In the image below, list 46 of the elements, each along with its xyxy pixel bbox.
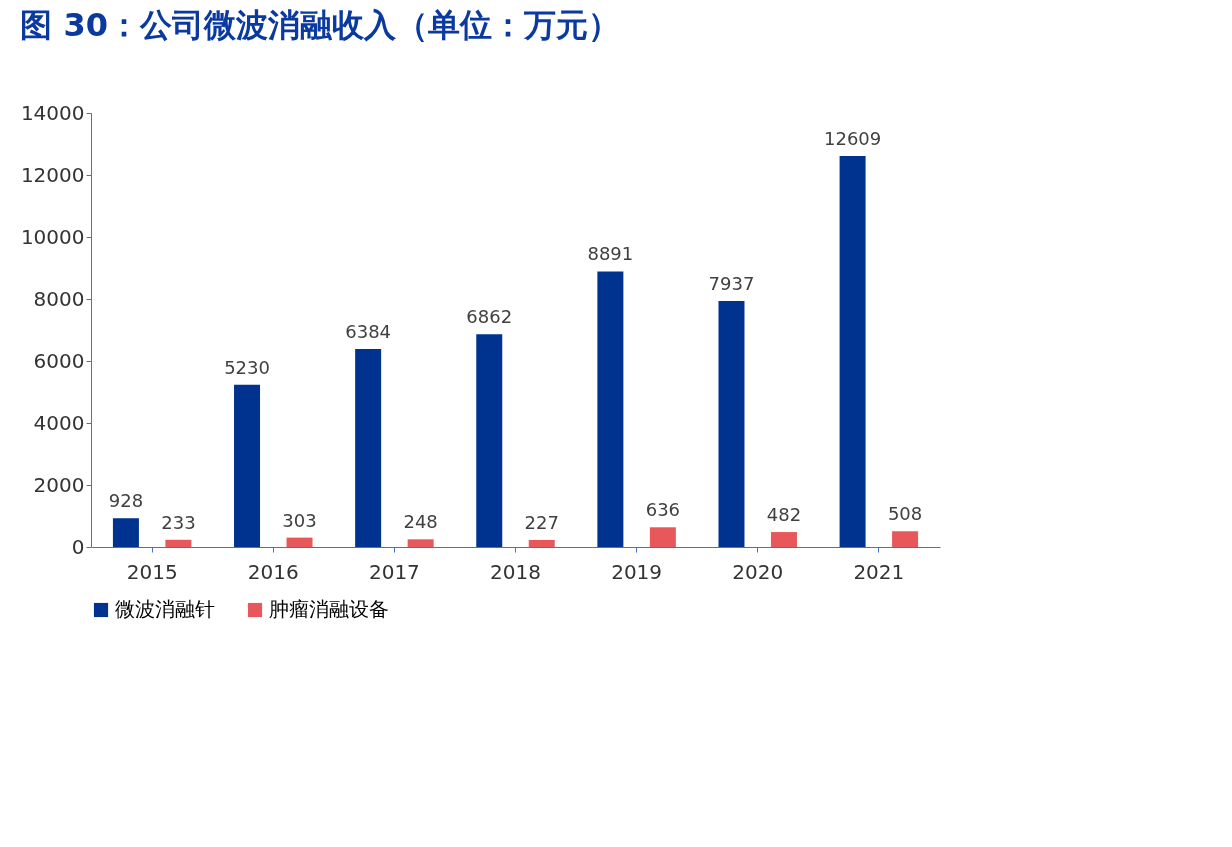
bar: [165, 539, 192, 547]
x-tick-label: 2018: [490, 559, 541, 584]
bar: [476, 334, 503, 547]
data-label: 508: [887, 503, 923, 525]
bar: [718, 300, 745, 547]
bar: [597, 271, 624, 547]
x-tick-label: 2019: [611, 559, 663, 584]
x-tick-label: 2021: [853, 559, 905, 584]
y-tick-label: 2000: [33, 472, 85, 497]
bar: [355, 349, 382, 547]
y-tick-label: 14000: [20, 100, 85, 125]
y-tick-label: 12000: [20, 162, 85, 187]
bar: [407, 539, 434, 547]
data-label: 7937: [708, 272, 755, 294]
x-tick-label: 2020: [732, 559, 784, 584]
bar: [112, 518, 139, 547]
bar: [528, 539, 555, 547]
legend-label: 肿瘤消融设备: [269, 597, 389, 621]
bar: [839, 156, 866, 547]
data-label: 6862: [466, 306, 513, 328]
data-label: 5230: [224, 356, 270, 378]
legend-label: 微波消融针: [115, 597, 215, 621]
bar: [286, 537, 313, 547]
data-label: 227: [524, 511, 559, 533]
y-tick-label: 4000: [33, 410, 85, 435]
x-tick-label: 2017: [368, 559, 420, 584]
y-tick-label: 0: [71, 534, 85, 559]
bar: [649, 527, 676, 547]
y-tick-label: 8000: [33, 286, 85, 311]
y-tick-label: 10000: [20, 224, 85, 249]
data-label: 248: [403, 511, 438, 533]
data-label: 928: [108, 490, 144, 512]
bar: [234, 384, 261, 547]
data-label: 6384: [345, 321, 392, 343]
data-label: 12609: [823, 128, 882, 150]
data-label: 8891: [587, 243, 634, 265]
data-label: 636: [645, 499, 681, 521]
data-label: 233: [161, 511, 196, 533]
bar: [892, 531, 919, 547]
bar: [770, 532, 797, 547]
data-label: 482: [766, 504, 802, 526]
chart-title: 图 30：公司微波消融收入（单位：万元）: [20, 6, 621, 44]
x-tick-label: 2016: [247, 559, 299, 584]
x-tick-label: 2015: [126, 559, 178, 584]
data-label: 303: [282, 509, 317, 531]
y-tick-label: 6000: [33, 348, 85, 373]
